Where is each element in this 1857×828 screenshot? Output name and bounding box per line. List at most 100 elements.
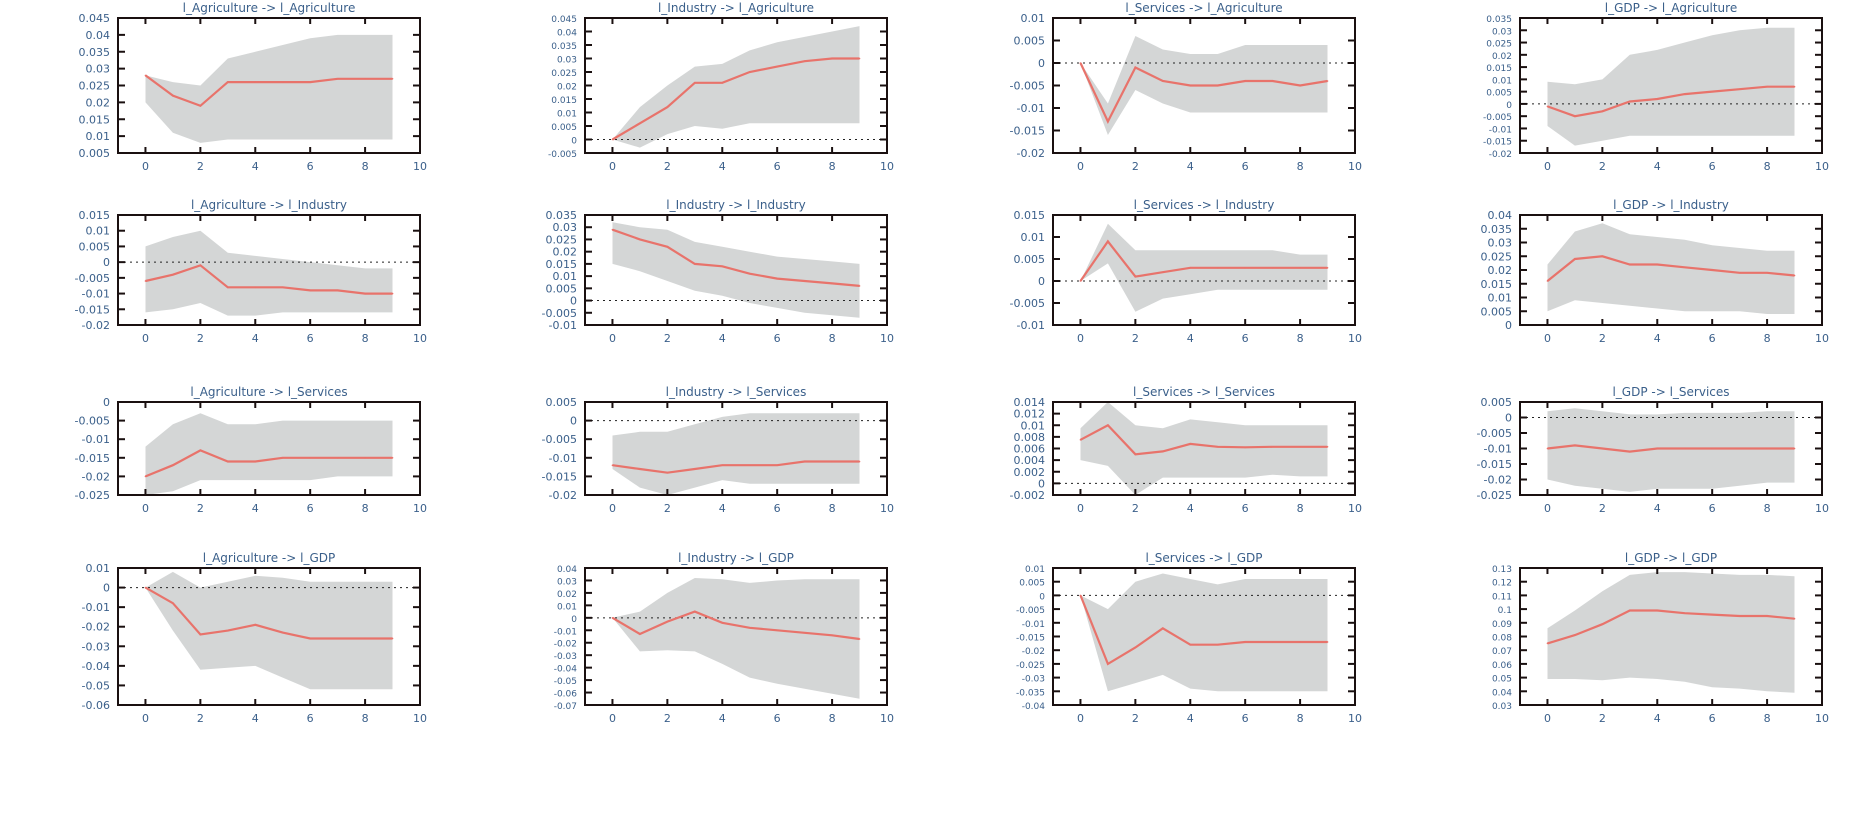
response-point (1107, 663, 1109, 665)
response-point (1683, 612, 1686, 615)
confidence-band (145, 230, 393, 316)
y-tick-label: 0.01 (86, 130, 111, 143)
x-tick-label: 6 (1709, 332, 1716, 345)
response-point (1326, 641, 1329, 643)
irf-panel: l_Industry -> l_GDP 0 2 4 6 8 10 -0.07 -0.06 -0.0… (554, 551, 894, 725)
irf-panel: l_Agriculture -> l_Services 0 2 4 6 8 10 -0.025… (75, 385, 427, 515)
y-tick-label: -0.02 (82, 621, 110, 634)
x-tick-label: 4 (719, 712, 726, 725)
response-point (748, 626, 751, 629)
x-tick-label: 2 (197, 712, 204, 725)
y-tick-label: 0 (1505, 412, 1512, 425)
x-tick-label: 10 (1815, 160, 1829, 173)
response-point (309, 637, 311, 640)
x-tick-label: 0 (609, 712, 616, 725)
x-tick-label: 4 (1187, 502, 1194, 515)
y-tick-label: -0.01 (549, 319, 577, 332)
plot-frame (117, 401, 421, 496)
y-tick-label: 0.006 (1014, 443, 1046, 456)
response-point (254, 623, 257, 626)
impulse-response-line (612, 460, 860, 474)
response-point (1216, 84, 1219, 87)
y-tick-label: 0.05 (1492, 675, 1512, 685)
response-point (1738, 88, 1741, 90)
irf-panel: l_Services -> l_Agriculture 0 2 4 6 8 10 -0.02 -… (1010, 1, 1362, 173)
y-tick-label: 0.004 (1014, 454, 1046, 467)
x-tick-label: 2 (1599, 712, 1606, 725)
response-point (1134, 66, 1137, 69)
y-tick-label: 0.09 (1492, 620, 1512, 630)
y-tick-label: -0.025 (75, 489, 110, 502)
y-tick-label: 0.04 (557, 565, 577, 575)
x-tick-label: 10 (1815, 712, 1829, 725)
response-point (1546, 105, 1549, 108)
y-tick-label: -0.01 (1489, 125, 1512, 135)
response-point (1271, 641, 1274, 643)
impulse-response-line (1079, 62, 1328, 125)
y-tick-label: 0.01 (553, 270, 578, 283)
y-tick-label: 0.015 (546, 258, 578, 271)
irf-panel: l_GDP -> l_Services 0 2 4 6 8 10 -0.025 -0.02 -0.… (1477, 385, 1829, 515)
y-tick-label: 0 (1038, 57, 1045, 70)
response-point (144, 475, 147, 478)
response-point (309, 457, 311, 459)
x-tick-label: 0 (1077, 160, 1084, 173)
response-point (1766, 271, 1768, 274)
confidence-band (612, 413, 860, 495)
response-point (639, 633, 641, 635)
y-tick-label: -0.005 (542, 307, 577, 320)
x-tick-label: 8 (1297, 332, 1304, 345)
y-tick-label: 0.035 (551, 42, 577, 52)
panel-title: l_Services -> l_Industry (1134, 198, 1275, 212)
response-point (1629, 450, 1631, 453)
y-tick-label: -0.015 (1016, 634, 1045, 644)
y-tick-label: 0.005 (546, 396, 578, 409)
x-tick-label: 2 (197, 160, 204, 173)
response-point (858, 460, 861, 463)
plot-frame (584, 567, 888, 706)
plot-frame (584, 401, 888, 496)
response-point (1326, 267, 1329, 269)
y-tick-label: 0 (103, 256, 110, 269)
y-tick-label: 0.025 (546, 233, 578, 246)
y-tick-label: 0.035 (79, 46, 111, 59)
response-point (336, 77, 339, 80)
response-point (1107, 240, 1109, 243)
response-point (1079, 594, 1082, 597)
x-tick-label: 4 (252, 502, 259, 515)
response-point (694, 468, 696, 470)
response-point (721, 265, 724, 268)
panel-title: l_Services -> l_GDP (1145, 551, 1262, 565)
response-point (281, 457, 284, 459)
response-point (1629, 100, 1631, 103)
response-point (1738, 271, 1741, 274)
x-tick-label: 8 (1764, 712, 1771, 725)
x-tick-label: 6 (1709, 712, 1716, 725)
response-point (1711, 269, 1713, 271)
y-tick-label: 0.008 (1014, 431, 1046, 444)
y-tick-label: 0.015 (1481, 278, 1513, 291)
plot-frame (1519, 17, 1823, 154)
y-tick-label: 0.03 (1492, 27, 1512, 37)
x-tick-label: 2 (197, 332, 204, 345)
panel-title: l_Agriculture -> l_Services (190, 385, 347, 399)
response-point (1629, 263, 1631, 266)
x-tick-label: 8 (362, 712, 369, 725)
x-tick-label: 10 (413, 712, 427, 725)
response-point (1793, 447, 1796, 450)
response-point (748, 272, 751, 275)
y-tick-label: 0.06 (1492, 661, 1512, 671)
response-point (611, 464, 614, 467)
y-tick-label: 0.005 (1481, 305, 1513, 318)
response-point (391, 637, 394, 640)
irf-panel: l_GDP -> l_Agriculture 0 2 4 6 8 10 -0.02 -0.015… (1483, 1, 1829, 173)
y-tick-label: 0.04 (557, 29, 577, 39)
response-point (1299, 84, 1301, 87)
x-tick-label: 2 (664, 332, 671, 345)
response-point (666, 620, 669, 623)
response-point (1574, 444, 1576, 447)
y-tick-label: -0.005 (1016, 606, 1045, 616)
response-point (1601, 623, 1604, 625)
panel-title: l_Industry -> l_Industry (666, 198, 805, 212)
response-point (1738, 615, 1741, 617)
